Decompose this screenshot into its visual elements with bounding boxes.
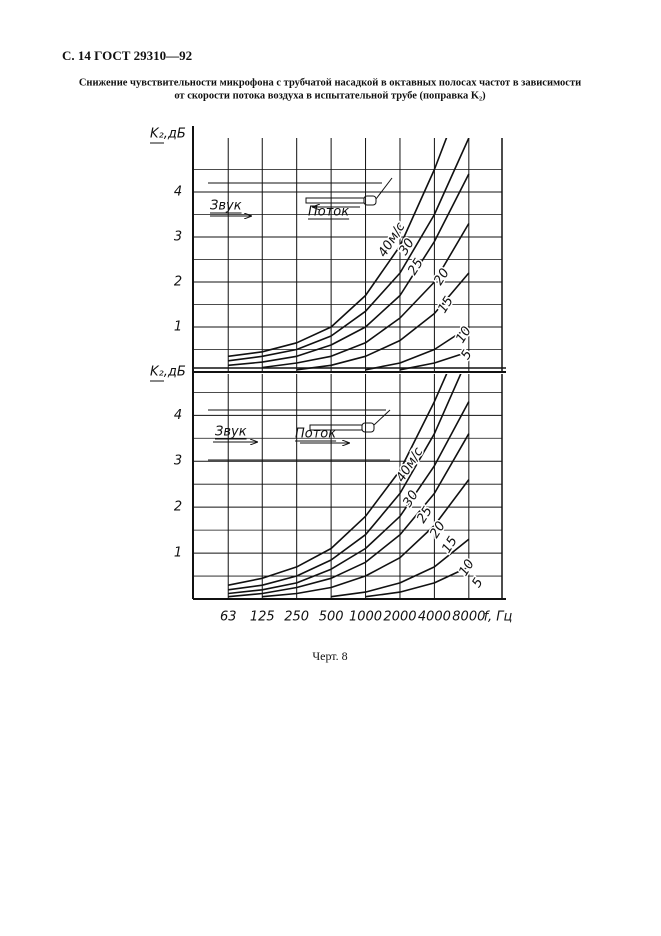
curve	[365, 326, 470, 371]
y-tick-label: 3	[174, 230, 182, 245]
x-tick-label: 2000	[383, 610, 416, 625]
x-tick-label: 63	[220, 610, 237, 625]
curve	[330, 538, 470, 598]
y-tick-label: 2	[174, 500, 182, 515]
curve	[365, 566, 470, 598]
x-axis-label: f, Гц	[484, 610, 513, 625]
y-tick-label: 3	[174, 454, 182, 469]
curve	[228, 138, 448, 358]
curve	[262, 223, 470, 369]
annotation: Поток	[308, 205, 349, 220]
curve	[262, 479, 470, 598]
y-tick-label: 4	[174, 185, 182, 200]
curve	[228, 173, 470, 367]
annotation: Звук	[215, 425, 247, 440]
curve	[399, 351, 470, 371]
plot-area	[228, 374, 470, 598]
plot-area	[228, 138, 470, 371]
x-tick-label: 8000	[452, 610, 485, 625]
x-tick-label: 1000	[349, 610, 382, 625]
annotation: Звук	[210, 199, 242, 214]
title-line: от скорости потока воздуха в испытательн…	[174, 90, 486, 101]
curve	[296, 272, 470, 371]
y-tick-label: 4	[174, 408, 182, 423]
title-line: Снижение чувствительности микрофона с тр…	[79, 77, 581, 88]
curve-label: 5	[469, 576, 486, 591]
annotation: Поток	[295, 427, 336, 442]
inset-sketch	[208, 177, 393, 461]
curve	[228, 374, 462, 591]
x-tick-label: 125	[250, 610, 275, 625]
y-tick-label: 2	[174, 275, 182, 290]
y-tick-label: 1	[174, 546, 182, 561]
y-tick-label: 1	[174, 320, 182, 335]
x-tick-label: 250	[284, 610, 309, 625]
curve	[228, 374, 448, 586]
caption: Черт. 8	[312, 649, 347, 663]
y-axis-label: K₂,дБ	[150, 365, 186, 380]
x-tick-label: 500	[319, 610, 344, 625]
x-tick-label: 4000	[418, 610, 451, 625]
curve	[228, 433, 470, 598]
curve	[228, 401, 470, 595]
y-axis-label: K₂,дБ	[150, 127, 186, 142]
header: С. 14 ГОСТ 29310—92	[62, 48, 192, 63]
curve-label: 15	[435, 294, 456, 316]
curve-label: 40м/с	[394, 445, 427, 485]
curve	[228, 138, 470, 362]
